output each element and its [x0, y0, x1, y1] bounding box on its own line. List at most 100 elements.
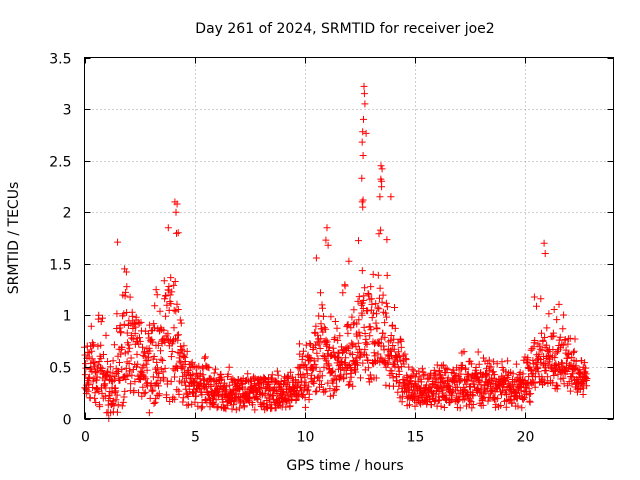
data-point — [358, 267, 366, 275]
data-point — [512, 389, 520, 397]
data-point — [313, 387, 321, 395]
data-point — [146, 321, 154, 329]
data-point — [339, 289, 347, 297]
data-point — [389, 374, 397, 382]
data-point — [230, 377, 238, 384]
data-point — [360, 115, 367, 123]
data-point — [122, 288, 130, 296]
data-point — [329, 391, 337, 399]
data-point — [485, 356, 493, 364]
data-point — [244, 370, 252, 378]
data-point — [110, 402, 118, 410]
data-point — [229, 375, 237, 383]
data-point — [346, 378, 354, 386]
data-point — [210, 369, 218, 377]
data-point — [541, 250, 549, 257]
data-point — [435, 388, 443, 395]
data-point — [514, 402, 522, 410]
data-point — [545, 310, 553, 318]
data-point — [383, 236, 391, 244]
data-point — [163, 301, 171, 309]
x-tick-label: 10 — [297, 430, 315, 446]
axis-ticks: 0 0.5 1 1.5 2 2.5 3 3.5 0 5 10 15 20 — [49, 52, 614, 446]
data-point — [98, 365, 106, 373]
data-point — [220, 379, 228, 387]
data-point — [89, 384, 97, 391]
data-point — [372, 300, 380, 308]
data-point — [113, 310, 121, 318]
data-point — [563, 368, 571, 375]
data-point — [536, 342, 544, 350]
data-point — [474, 348, 482, 356]
data-point — [363, 340, 371, 348]
data-point — [384, 359, 392, 367]
data-point — [174, 229, 182, 237]
data-point — [383, 303, 391, 311]
data-point — [335, 349, 343, 357]
data-point — [154, 364, 161, 372]
data-point — [578, 357, 586, 365]
data-point — [359, 128, 367, 136]
data-point — [316, 345, 324, 352]
data-point — [569, 373, 577, 381]
data-point — [123, 283, 131, 291]
data-point — [177, 342, 185, 350]
data-point — [487, 363, 495, 371]
data-point — [302, 379, 310, 387]
data-point — [359, 203, 367, 211]
data-point — [294, 379, 302, 386]
data-point — [400, 360, 408, 368]
data-point — [122, 268, 130, 276]
data-point — [368, 300, 376, 308]
data-point — [382, 363, 390, 371]
data-point — [390, 345, 398, 353]
data-point — [576, 385, 584, 393]
data-point — [543, 341, 551, 349]
data-point — [460, 348, 468, 356]
data-point — [401, 350, 409, 358]
data-point — [133, 350, 141, 358]
data-point — [163, 335, 171, 343]
data-point — [301, 394, 309, 402]
data-point — [323, 224, 331, 232]
data-point — [456, 404, 464, 412]
data-point — [319, 304, 326, 312]
data-point — [156, 377, 164, 385]
data-point — [555, 300, 563, 308]
data-point — [125, 360, 133, 367]
data-point — [373, 310, 380, 318]
data-point — [556, 333, 564, 341]
data-point — [268, 371, 276, 379]
data-point — [359, 196, 367, 204]
data-point — [114, 401, 122, 409]
data-point — [115, 367, 122, 375]
data-point — [356, 332, 364, 340]
data-point — [550, 306, 558, 313]
data-point — [482, 372, 490, 380]
data-point — [153, 358, 161, 366]
data-point — [375, 305, 383, 313]
data-point — [354, 361, 361, 369]
data-point — [383, 271, 391, 279]
data-point — [175, 331, 182, 339]
data-point — [155, 382, 162, 390]
data-point — [336, 332, 344, 340]
data-point — [173, 300, 181, 308]
data-point — [345, 381, 353, 389]
data-point — [321, 387, 329, 395]
data-point — [531, 337, 539, 344]
data-point — [358, 174, 366, 182]
data-point — [164, 330, 172, 338]
data-point — [352, 354, 360, 362]
data-point — [379, 291, 387, 299]
data-point — [134, 360, 142, 368]
data-point — [432, 369, 440, 377]
data-point — [334, 336, 342, 344]
data-point — [178, 347, 186, 355]
data-point — [224, 370, 232, 378]
data-point — [391, 324, 399, 332]
data-point — [118, 343, 126, 351]
data-point — [102, 331, 110, 339]
data-point — [364, 357, 372, 364]
data-point — [426, 384, 434, 392]
